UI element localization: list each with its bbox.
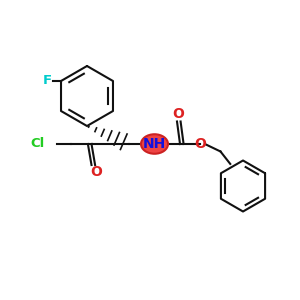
Text: O: O [194,137,206,151]
Text: Cl: Cl [31,137,45,150]
Text: NH: NH [143,137,166,151]
Text: O: O [90,166,102,179]
Text: F: F [42,74,51,88]
Text: O: O [172,107,184,121]
Ellipse shape [141,134,168,154]
